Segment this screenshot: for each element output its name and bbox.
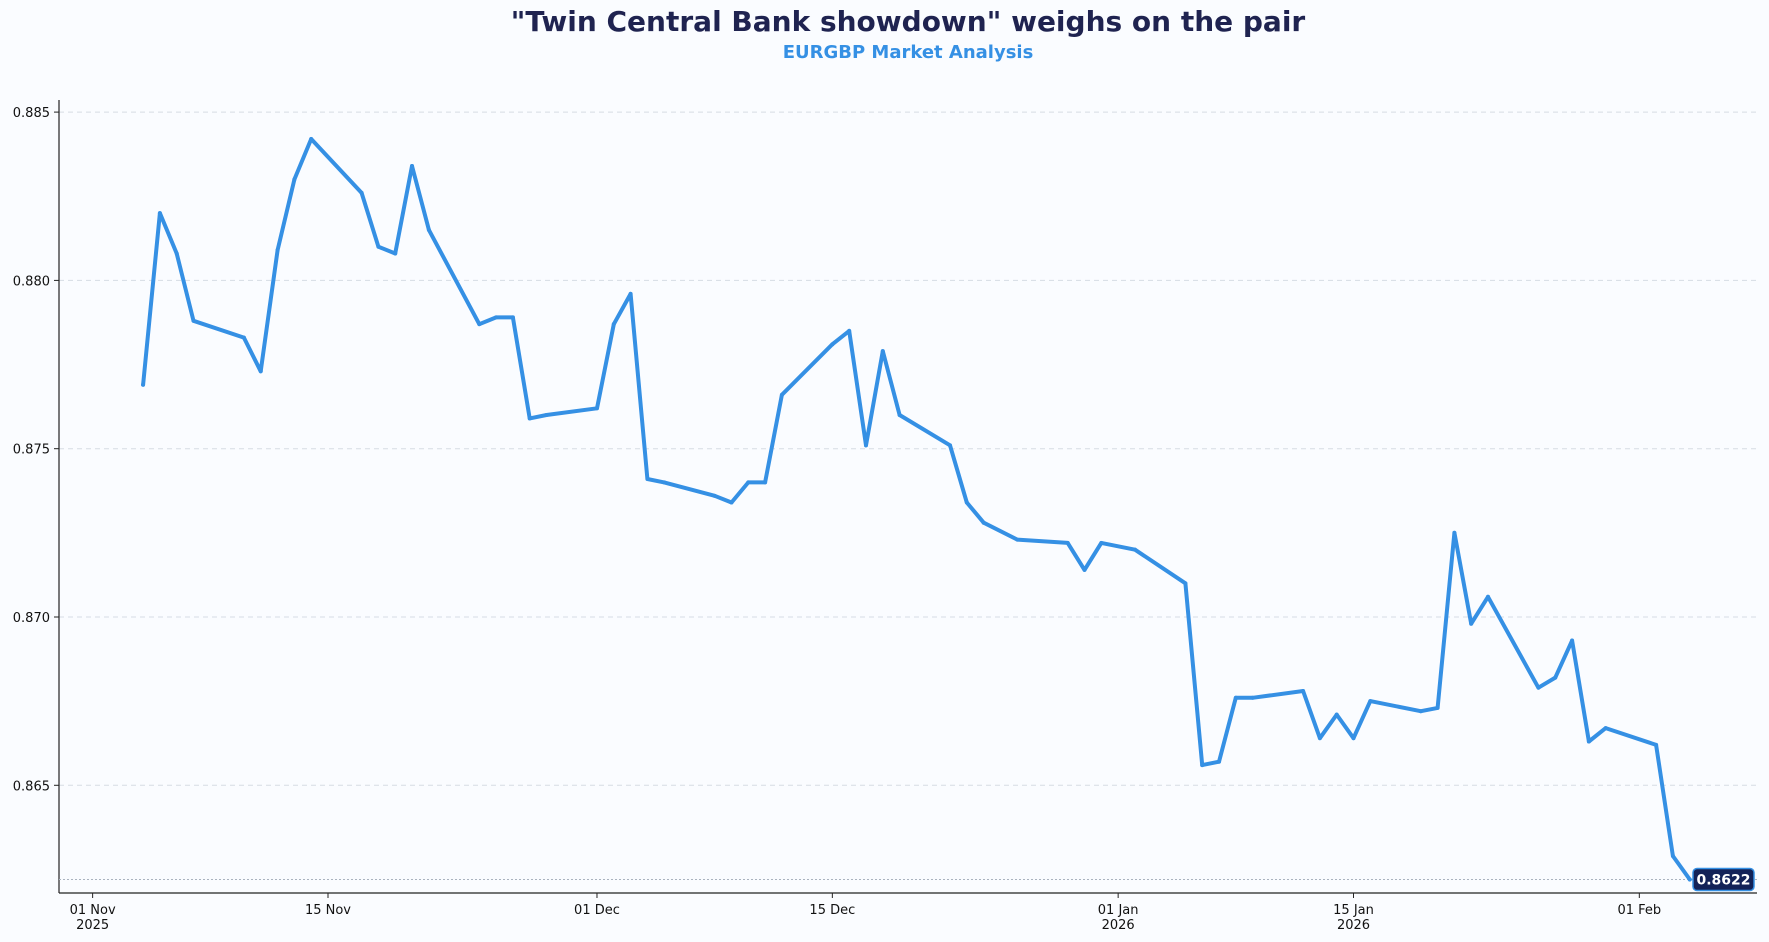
- data-point: [141, 382, 146, 387]
- data-point: [527, 416, 532, 421]
- data-point: [275, 248, 280, 253]
- chart-subtitle: EURGBP Market Analysis: [783, 42, 1034, 63]
- data-point: [309, 137, 314, 142]
- x-tick-label: 01 Feb: [1617, 903, 1661, 918]
- y-tick-label: 0.870: [13, 611, 50, 626]
- data-point: [544, 413, 549, 418]
- x-tick-label: 01 Nov: [70, 903, 116, 918]
- data-point: [763, 480, 768, 485]
- data-point: [1200, 763, 1205, 768]
- data-point: [1469, 621, 1474, 626]
- data-point: [1418, 709, 1423, 714]
- data-point: [426, 227, 431, 232]
- series-line: [141, 137, 1692, 882]
- last-value-badge: [1692, 867, 1755, 892]
- data-point: [981, 520, 986, 525]
- data-point: [1654, 742, 1659, 747]
- data-point: [241, 335, 246, 340]
- y-tick-label: 0.875: [13, 443, 50, 458]
- data-point: [1183, 581, 1188, 586]
- data-point: [1586, 739, 1591, 744]
- data-point: [964, 500, 969, 505]
- data-point: [1670, 853, 1675, 858]
- x-tick-sublabel: 2026: [1337, 918, 1370, 933]
- data-point: [1435, 705, 1440, 710]
- chart-title: "Twin Central Bank showdown" weighs on t…: [511, 5, 1306, 38]
- data-point: [292, 177, 297, 182]
- data-point: [1334, 712, 1339, 717]
- data-point: [1301, 689, 1306, 694]
- data-point: [1317, 736, 1322, 741]
- data-point: [729, 500, 734, 505]
- data-point: [1368, 699, 1373, 704]
- data-point: [494, 315, 499, 320]
- data-point: [1452, 530, 1457, 535]
- data-point: [477, 322, 482, 327]
- y-tick-label: 0.865: [13, 779, 50, 794]
- data-point: [645, 476, 650, 481]
- data-point: [712, 493, 717, 498]
- data-point: [594, 406, 599, 411]
- data-point: [880, 349, 885, 354]
- data-point: [1570, 638, 1575, 643]
- data-point: [510, 315, 515, 320]
- data-point: [847, 328, 852, 333]
- data-point: [1351, 736, 1356, 741]
- x-tick-label: 01 Dec: [574, 903, 620, 918]
- x-tick-sublabel: 2025: [76, 918, 109, 933]
- data-point: [1603, 726, 1608, 731]
- data-point: [746, 480, 751, 485]
- data-point: [1015, 537, 1020, 542]
- data-point: [1486, 594, 1491, 599]
- data-point: [376, 244, 381, 249]
- data-point: [258, 369, 263, 374]
- data-point: [1536, 685, 1541, 690]
- data-point: [157, 211, 162, 216]
- y-tick-label: 0.880: [13, 274, 50, 289]
- data-point: [410, 163, 415, 168]
- data-point: [1099, 540, 1104, 545]
- data-point: [1553, 675, 1558, 680]
- data-point: [191, 318, 196, 323]
- data-point: [662, 480, 667, 485]
- data-point: [897, 413, 902, 418]
- data-point: [611, 322, 616, 327]
- data-point: [393, 251, 398, 256]
- data-point: [1065, 540, 1070, 545]
- x-tick-label: 15 Dec: [809, 903, 855, 918]
- x-tick-label: 15 Jan: [1333, 903, 1374, 918]
- data-point: [174, 251, 179, 256]
- data-point: [779, 392, 784, 397]
- x-tick-label: 01 Jan: [1098, 903, 1139, 918]
- data-point: [830, 342, 835, 347]
- data-point: [1082, 567, 1087, 572]
- data-point: [628, 291, 633, 296]
- x-tick-sublabel: 2026: [1102, 918, 1135, 933]
- last-value-label: 0.8622: [1696, 873, 1750, 889]
- y-tick-label: 0.885: [13, 106, 50, 121]
- data-point: [1233, 695, 1238, 700]
- data-point: [359, 190, 364, 195]
- data-point: [948, 443, 953, 448]
- data-point: [1217, 759, 1222, 764]
- data-point: [863, 443, 868, 448]
- data-point: [1250, 695, 1255, 700]
- x-tick-label: 15 Nov: [305, 903, 351, 918]
- data-point: [1132, 547, 1137, 552]
- data-point: [1687, 877, 1692, 882]
